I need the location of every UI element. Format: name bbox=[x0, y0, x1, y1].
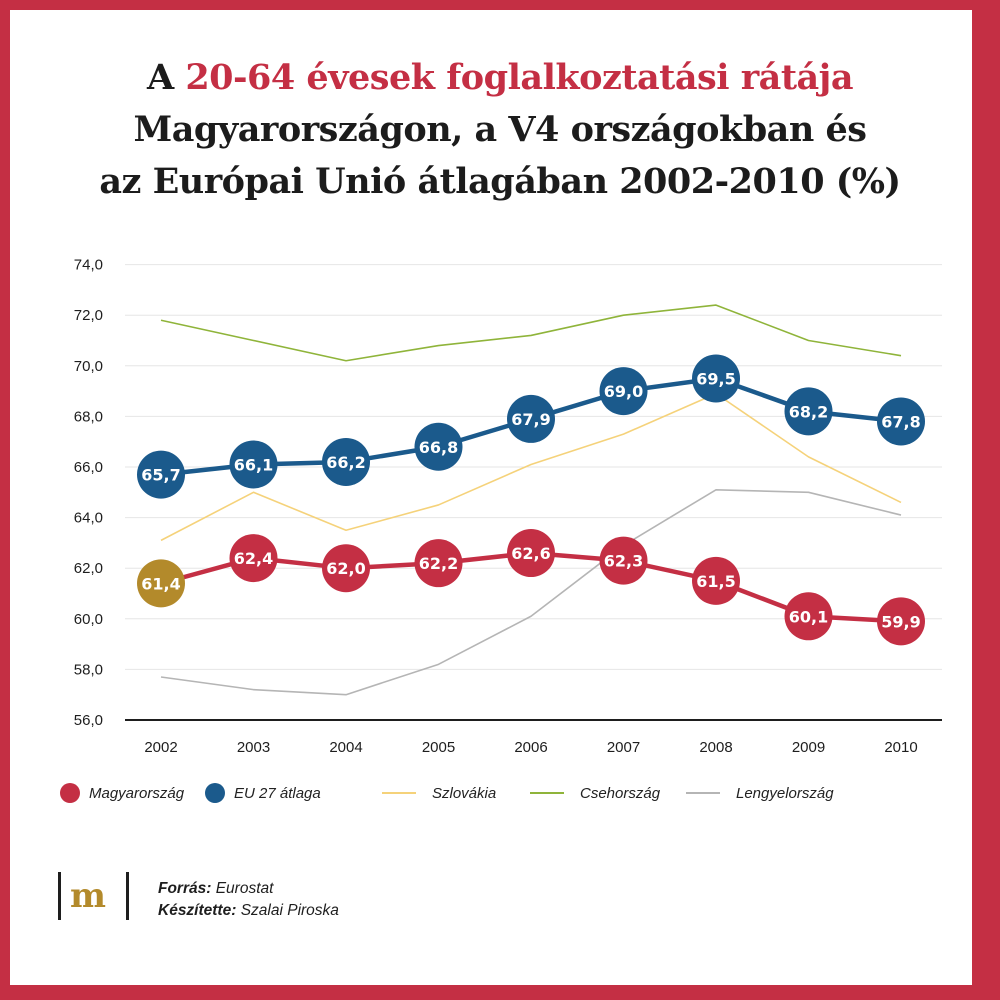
y-tick-label: 64,0 bbox=[74, 510, 103, 527]
data-label-eu: 66,1 bbox=[234, 455, 273, 474]
legend-label-poland: Lengyelország bbox=[736, 784, 834, 802]
series-line-slovakia bbox=[160, 392, 902, 542]
data-label-eu: 66,8 bbox=[419, 438, 458, 457]
data-label-hungary: 59,9 bbox=[881, 612, 920, 631]
data-label-hungary: 62,2 bbox=[419, 554, 458, 573]
x-tick-label: 2002 bbox=[144, 739, 177, 756]
data-label-eu: 67,9 bbox=[511, 410, 550, 429]
data-label-eu: 66,2 bbox=[326, 453, 365, 472]
x-axis: 2002 2003 2004 2005 2006 2007 2008 2009 2010 bbox=[144, 739, 917, 756]
gridlines bbox=[125, 264, 942, 721]
data-label-eu: 69,5 bbox=[696, 369, 735, 388]
title-line-3: az Európai Unió átlagában 2002-2010 (%) bbox=[99, 161, 901, 202]
title-line-2: Magyarországon, a V4 országokban és bbox=[133, 109, 867, 150]
data-point-hungary bbox=[137, 559, 185, 608]
chart-title: A 20-64 évesek foglalkoztatási rátája Ma… bbox=[0, 52, 1000, 208]
data-point-eu bbox=[229, 440, 278, 489]
x-tick-label: 2007 bbox=[607, 739, 640, 756]
title-prefix: A bbox=[146, 57, 186, 98]
x-tick-label: 2008 bbox=[699, 739, 732, 756]
data-point-eu bbox=[692, 354, 740, 403]
data-point-hungary bbox=[414, 539, 463, 588]
source-line: Forrás: Eurostat bbox=[158, 878, 339, 900]
y-tick-label: 70,0 bbox=[74, 358, 103, 375]
source-label: Forrás: bbox=[158, 880, 212, 897]
data-point-hungary bbox=[507, 529, 555, 578]
x-tick-label: 2004 bbox=[329, 739, 362, 756]
legend-swatch-poland bbox=[686, 792, 720, 794]
title-line-1: A 20-64 évesek foglalkoztatási rátája bbox=[0, 52, 1000, 104]
series-line-czech bbox=[160, 304, 902, 362]
data-point-hungary bbox=[229, 534, 278, 583]
data-point-hungary bbox=[877, 597, 925, 646]
legend-label-hungary: Magyarország bbox=[89, 784, 185, 802]
legend-label-slovakia: Szlovákia bbox=[432, 784, 497, 802]
x-tick-label: 2003 bbox=[237, 739, 270, 756]
series-markers: 61,4 62,4 62,0 62,2 62,6 62,3 61,5 60,1 59,9 65,7… bbox=[137, 354, 925, 646]
y-tick-label: 60,0 bbox=[74, 611, 103, 628]
data-label-hungary: 61,4 bbox=[141, 574, 180, 593]
legend-swatch-czech bbox=[530, 792, 564, 794]
data-point-hungary bbox=[784, 592, 833, 641]
data-label-eu: 68,2 bbox=[789, 402, 828, 421]
logo-bar-right bbox=[126, 872, 129, 920]
y-tick-label: 72,0 bbox=[74, 307, 103, 324]
data-point-hungary bbox=[599, 536, 648, 585]
x-tick-label: 2009 bbox=[792, 739, 825, 756]
y-tick-label: 74,0 bbox=[74, 257, 103, 274]
brand-label: ŐSZÖD-15 bbox=[728, 875, 922, 915]
data-point-eu bbox=[137, 450, 185, 499]
legend-label-eu: EU 27 átlaga bbox=[234, 784, 321, 802]
x-tick-label: 2005 bbox=[422, 739, 455, 756]
x-tick-label: 2006 bbox=[514, 739, 547, 756]
legend-swatch-eu bbox=[205, 783, 225, 803]
title-highlight: 20-64 évesek foglalkoztatási rátája bbox=[185, 57, 854, 98]
data-point-hungary bbox=[692, 556, 740, 605]
data-point-eu bbox=[784, 387, 833, 436]
author-value: Szalai Piroska bbox=[240, 902, 339, 919]
data-point-eu bbox=[414, 422, 463, 471]
series-lines bbox=[160, 304, 902, 696]
author-line: Készítette: Szalai Piroska bbox=[158, 900, 339, 922]
data-point-eu bbox=[877, 397, 925, 446]
data-label-hungary: 60,1 bbox=[789, 607, 828, 626]
logo-bar-left bbox=[58, 872, 61, 920]
legend-item-poland: Lengyelország bbox=[686, 782, 834, 804]
data-point-eu bbox=[507, 394, 555, 443]
legend: Magyarország EU 27 átlaga Szlovákia Cseh… bbox=[60, 782, 960, 806]
source-value: Eurostat bbox=[215, 880, 274, 897]
y-tick-label: 66,0 bbox=[74, 459, 103, 476]
y-tick-label: 68,0 bbox=[74, 408, 103, 425]
x-tick-label: 2010 bbox=[884, 739, 917, 756]
y-tick-label: 62,0 bbox=[74, 560, 103, 577]
data-label-eu: 67,8 bbox=[881, 412, 920, 431]
data-label-hungary: 62,0 bbox=[326, 559, 365, 578]
mandiner-logo: m bbox=[70, 876, 106, 916]
data-label-eu: 65,7 bbox=[141, 466, 180, 485]
series-line-poland bbox=[160, 488, 902, 696]
chart-card bbox=[10, 10, 972, 985]
data-label-hungary: 62,3 bbox=[604, 552, 643, 571]
legend-swatch-slovakia bbox=[382, 792, 416, 794]
author-label: Készítette: bbox=[158, 902, 237, 919]
legend-item-eu: EU 27 átlaga bbox=[205, 782, 321, 804]
data-point-hungary bbox=[322, 544, 370, 593]
data-label-hungary: 62,6 bbox=[511, 544, 550, 563]
credits: Forrás: Eurostat Készítette: Szalai Piro… bbox=[158, 878, 339, 922]
data-label-eu: 69,0 bbox=[604, 382, 643, 401]
legend-item-hungary: Magyarország bbox=[60, 782, 184, 804]
legend-item-czech: Csehország bbox=[530, 782, 660, 804]
legend-label-czech: Csehország bbox=[580, 784, 661, 802]
y-tick-label: 58,0 bbox=[74, 661, 103, 678]
legend-swatch-hungary bbox=[60, 783, 80, 803]
legend-item-slovakia: Szlovákia bbox=[382, 782, 496, 804]
data-point-eu bbox=[322, 437, 370, 486]
data-label-hungary: 62,4 bbox=[234, 549, 273, 568]
data-label-hungary: 61,5 bbox=[696, 572, 735, 591]
data-point-eu bbox=[599, 367, 648, 416]
y-axis: 56,0 58,0 60,0 62,0 64,0 66,0 68,0 70,0 72,0 74,0 bbox=[74, 257, 103, 729]
y-tick-label: 56,0 bbox=[74, 712, 103, 729]
